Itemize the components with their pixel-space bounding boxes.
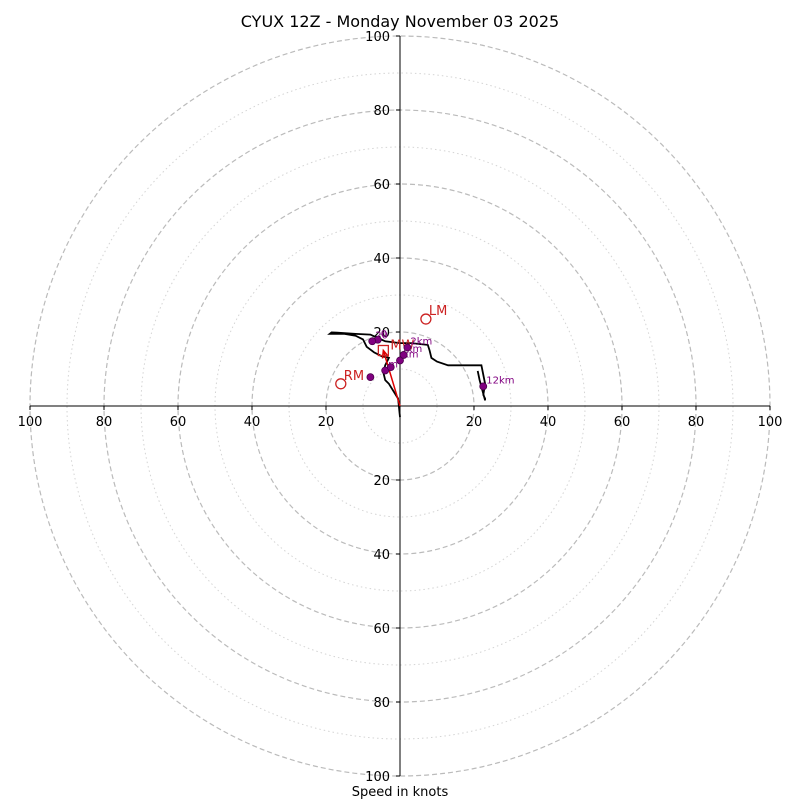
height-markers: mkmkm2km02012km (366, 329, 515, 391)
storm-motion-label: LM (429, 304, 447, 319)
tick-labels: 100 80 60 40 20 20 40 60 80 100 20 40 60 80 100 20 40 60 8… (18, 30, 783, 785)
storm-motion-label: RM (344, 369, 364, 384)
storm-motion-marker (420, 313, 432, 325)
height-marker-label: 12km (486, 375, 514, 386)
height-marker-dot (381, 366, 390, 375)
hodograph-trace (327, 331, 487, 418)
x-tick-label-right: 60 (614, 415, 631, 430)
height-marker-dot (396, 356, 404, 365)
x-tick-label-left: 100 (18, 415, 43, 430)
height-marker-dot (399, 351, 408, 359)
height-marker-dot (403, 343, 412, 352)
height-marker-dot (368, 337, 377, 346)
hodograph-line (327, 331, 487, 418)
height-marker-dot (386, 363, 395, 372)
x-tick-label-right: 20 (466, 415, 483, 430)
mean-wind-marker (377, 344, 390, 357)
height-marker-dot (479, 382, 488, 391)
y-tick-label-top: 100 (365, 30, 390, 45)
y-tick-label-bottom: 20 (373, 474, 390, 489)
x-tick-label-right: 80 (688, 415, 705, 430)
height-marker-label: 0 (381, 329, 387, 340)
y-tick-label-top: 40 (373, 252, 390, 267)
x-tick-label-left: 20 (318, 415, 335, 430)
y-tick-label-bottom: 80 (373, 696, 390, 711)
storm-motion-markers: LM RM (335, 304, 447, 390)
x-tick-label-left: 80 (96, 415, 113, 430)
y-tick-label-top: 60 (373, 178, 390, 193)
shear-vector-line (382, 350, 401, 407)
x-tick-label-left: 60 (170, 415, 187, 430)
height-marker-label: km (407, 344, 423, 355)
height-marker-dot (366, 373, 375, 382)
x-axis-label: Speed in knots (352, 785, 449, 800)
height-marker-label: 2km (410, 337, 432, 348)
height-marker-label: km (403, 349, 419, 360)
y-tick-label-bottom: 100 (365, 770, 390, 785)
storm-motion-marker (335, 378, 347, 390)
y-tick-label-top: 80 (373, 104, 390, 119)
x-tick-label-right: 40 (540, 415, 557, 430)
chart-title: CYUX 12Z - Monday November 03 2025 (241, 12, 559, 31)
height-marker-label: 20 (375, 330, 388, 341)
x-tick-label-right: 100 (758, 415, 783, 430)
y-tick-label-bottom: 40 (373, 548, 390, 563)
y-tick-label-bottom: 60 (373, 622, 390, 637)
x-tick-label-left: 40 (244, 415, 261, 430)
